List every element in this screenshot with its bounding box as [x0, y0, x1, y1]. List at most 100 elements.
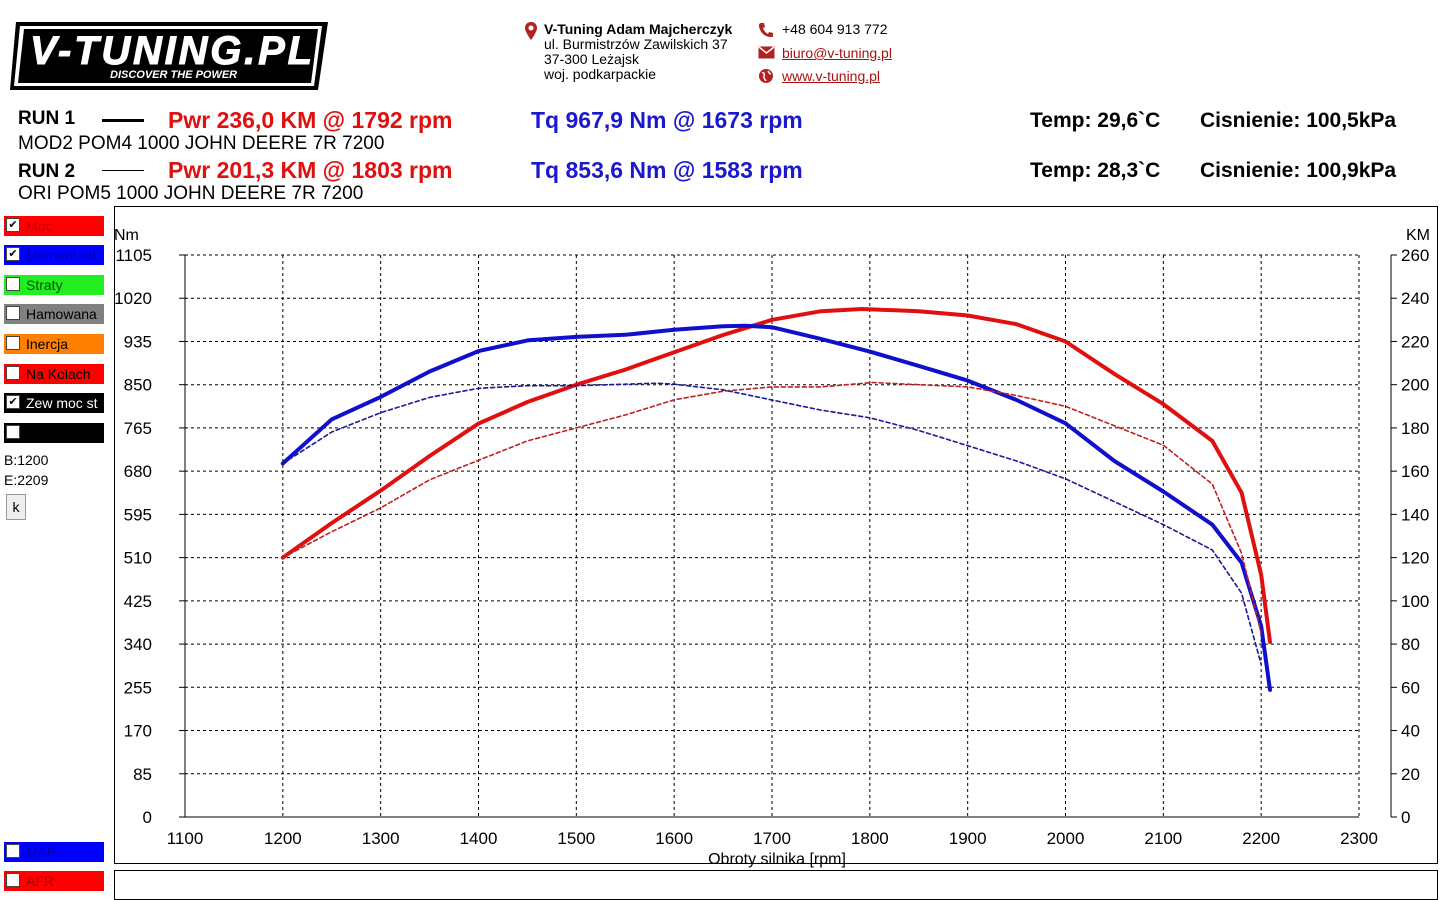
legend-item-na-kolach[interactable]: Na Kolach — [4, 364, 104, 384]
y-tick-label-right: 220 — [1401, 332, 1429, 351]
legend-label: Straty — [26, 277, 63, 293]
x-tick-label: 2200 — [1242, 829, 1280, 848]
y-tick-label-left: 85 — [133, 765, 152, 784]
x-tick-label: 2300 — [1340, 829, 1378, 848]
legend-item-moment-ob[interactable]: ✔ Moment ob — [4, 245, 104, 265]
x-tick-label: 1500 — [557, 829, 595, 848]
y-tick-label-right: 60 — [1401, 678, 1420, 697]
legend-label: Zew moc st — [26, 395, 98, 411]
k-button[interactable]: k — [6, 494, 26, 520]
checkbox[interactable] — [6, 336, 20, 350]
y-tick-label-left: 255 — [124, 678, 152, 697]
run2-label: RUN 2 — [18, 161, 76, 182]
x-tick-label: 1600 — [655, 829, 693, 848]
run1-temp: Temp: 29,6`C — [1030, 109, 1161, 132]
globe-icon — [759, 69, 773, 83]
y-tick-label-left: 850 — [124, 376, 152, 395]
y-tick-label-left: 935 — [124, 332, 152, 351]
company-street: ul. Burmistrzów Zawilskich 37 — [544, 36, 728, 52]
y-tick-label-left: 765 — [124, 419, 152, 438]
x-tick-label: 2100 — [1144, 829, 1182, 848]
run2-pressure: Cisnienie: 100,9kPa — [1200, 159, 1397, 182]
y-tick-label-left: 1020 — [114, 289, 152, 308]
legend-item-moc[interactable]: ✔ Moc — [4, 216, 104, 236]
y-axis-label-right: KM — [1406, 227, 1430, 244]
checkbox[interactable] — [6, 366, 20, 380]
y-tick-label-right: 40 — [1401, 722, 1420, 741]
legend-label: Moc — [26, 218, 53, 234]
checkbox[interactable] — [6, 306, 20, 320]
run2-description: ORI POM5 1000 JOHN DEERE 7R 7200 — [18, 183, 364, 204]
series-line-run2-moc — [281, 381, 1262, 635]
y-tick-label-right: 120 — [1401, 549, 1429, 568]
website-link[interactable]: www.v-tuning.pl — [782, 68, 881, 84]
run2-power: Pwr 201,3 KM @ 1803 rpm — [168, 157, 453, 183]
phone-number: +48 604 913 772 — [782, 21, 888, 37]
legend-item-straty[interactable]: Straty — [4, 275, 104, 295]
legend-bottom-item-afr[interactable]: AFR — [4, 871, 104, 891]
checkbox[interactable] — [6, 425, 20, 439]
run1-line-swatch — [102, 119, 144, 122]
y-tick-label-left: 340 — [124, 635, 152, 654]
y-tick-label-left: 595 — [124, 505, 152, 524]
checkbox[interactable] — [6, 873, 20, 887]
company-name: V-Tuning Adam Majcherczyk — [544, 21, 733, 37]
run2-line-swatch — [102, 170, 144, 171]
y-tick-label-right: 240 — [1401, 289, 1429, 308]
company-city: 37-300 Leżajsk — [544, 51, 639, 67]
legend-item-zew-moc-st[interactable]: ✔ Zew moc st — [4, 393, 104, 413]
legend-item-blank[interactable] — [4, 423, 104, 443]
run1-description: MOD2 POM4 1000 JOHN DEERE 7R 7200 — [18, 133, 385, 154]
mail-icon — [758, 46, 775, 59]
checkbox[interactable] — [6, 277, 20, 291]
x-tick-label: 1400 — [460, 829, 498, 848]
checkbox[interactable] — [6, 844, 20, 858]
location-pin-icon — [525, 22, 537, 40]
y-tick-label-right: 140 — [1401, 505, 1429, 524]
email-link[interactable]: biuro@v-tuning.pl — [782, 45, 892, 61]
run1-pressure: Cisnienie: 100,5kPa — [1200, 109, 1397, 132]
legend-item-hamowana[interactable]: Hamowana — [4, 304, 104, 324]
y-tick-label-left: 1105 — [115, 246, 152, 265]
series-line-run1-moc — [280, 307, 1272, 644]
checkbox[interactable]: ✔ — [6, 218, 20, 232]
logo-text: V-TUNING.PL — [30, 29, 312, 73]
range-end: E:2209 — [4, 472, 49, 488]
company-region: woj. podkarpackie — [544, 66, 657, 82]
checkbox[interactable]: ✔ — [6, 247, 20, 261]
series-line-run1-moment-ob — [280, 323, 1272, 692]
y-tick-label-right: 200 — [1401, 376, 1429, 395]
x-tick-label: 1100 — [167, 829, 204, 848]
bottom-panel — [114, 870, 1438, 900]
range-begin: B:1200 — [4, 452, 49, 468]
v-tuning-logo: V-TUNING.PL DISCOVER THE POWER — [10, 22, 328, 90]
y-tick-label-right: 80 — [1401, 635, 1420, 654]
y-tick-label-left: 0 — [143, 808, 152, 827]
legend-item-inercja[interactable]: Inercja — [4, 334, 104, 354]
y-tick-label-left: 170 — [124, 722, 152, 741]
chart-frame — [114, 206, 1438, 864]
checkbox[interactable]: ✔ — [6, 395, 20, 409]
logo-tagline: DISCOVER THE POWER — [110, 69, 237, 81]
run1-label: RUN 1 — [18, 108, 76, 129]
phone-icon — [759, 23, 773, 37]
x-tick-label: 1700 — [753, 829, 791, 848]
legend-label: Inercja — [26, 336, 69, 352]
x-tick-label: 1200 — [264, 829, 302, 848]
legend-label: Hamowana — [26, 306, 97, 322]
y-tick-label-left: 425 — [124, 592, 152, 611]
run2-temp: Temp: 28,3`C — [1030, 159, 1161, 182]
y-tick-label-left: 510 — [124, 549, 152, 568]
legend-bottom-item-map[interactable]: MAP — [4, 842, 104, 862]
y-axis-label-left: Nm — [114, 227, 139, 244]
y-tick-label-right: 160 — [1401, 462, 1429, 481]
run2-torque: Tq 853,6 Nm @ 1583 rpm — [531, 157, 803, 183]
run1-power: Pwr 236,0 KM @ 1792 rpm — [168, 107, 453, 133]
x-tick-label: 1800 — [851, 829, 889, 848]
y-tick-label-right: 100 — [1401, 592, 1429, 611]
legend-bottom-label: AFR — [26, 873, 54, 889]
x-axis-label: Obroty silnika [rpm] — [708, 851, 846, 868]
legend-bottom-label: MAP — [26, 844, 57, 860]
y-tick-label-right: 0 — [1401, 808, 1410, 827]
